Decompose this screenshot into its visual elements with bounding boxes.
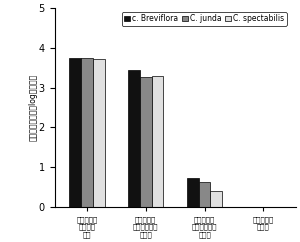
Y-axis label: 線虫寄生根指数（log変換値）: 線虫寄生根指数（log変換値） (28, 74, 37, 141)
Bar (93, 59, 105, 207)
Legend: c. Breviflora, C. junda, C. spectabilis: c. Breviflora, C. junda, C. spectabilis (122, 12, 286, 26)
Bar (69, 58, 81, 207)
Bar (187, 178, 199, 207)
Bar (199, 182, 211, 207)
Bar (140, 77, 152, 207)
Bar (128, 70, 140, 207)
Bar (152, 76, 164, 207)
Bar (81, 58, 93, 207)
Bar (211, 191, 222, 207)
